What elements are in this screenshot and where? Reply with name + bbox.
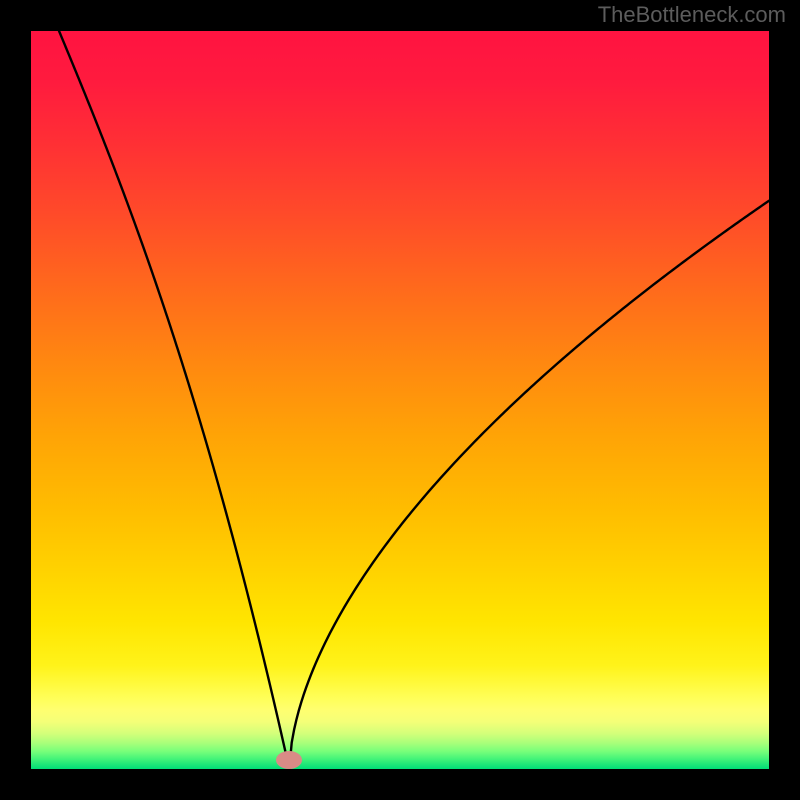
watermark-text: TheBottleneck.com <box>598 2 786 28</box>
curve-layer <box>0 0 800 800</box>
chart-container: TheBottleneck.com <box>0 0 800 800</box>
optimal-point-marker <box>276 751 302 769</box>
bottleneck-curve <box>59 31 769 769</box>
